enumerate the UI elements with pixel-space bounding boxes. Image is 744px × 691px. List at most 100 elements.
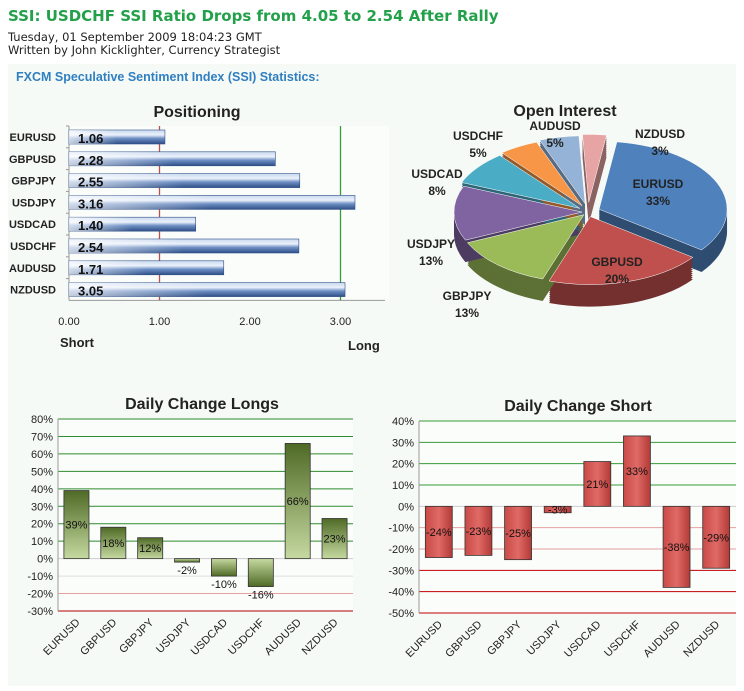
- article-author: Written by John Kicklighter, Currency St…: [8, 43, 281, 57]
- pie-slice: [501, 141, 583, 206]
- chart-title: Open Interest: [513, 103, 617, 120]
- pie-value-label: 13%: [455, 306, 479, 320]
- pie-value-label: 8%: [428, 184, 446, 198]
- data-label: 21%: [586, 479, 608, 491]
- y-tick-label: -20%: [27, 589, 53, 601]
- pie-slice: [461, 155, 581, 209]
- x-tick-label: 2.00: [239, 316, 260, 328]
- daily-change-short-chart: Daily Change Short 40% 30% 20% 10% 0% -10% -20%…: [388, 398, 736, 660]
- pie-label: NZDUSD: [635, 127, 685, 141]
- y-tick-label: 60%: [31, 449, 53, 461]
- pie-value-label: 33%: [646, 194, 670, 208]
- bar-highlight: [69, 195, 355, 210]
- pie-label: EURUSD: [633, 177, 684, 191]
- x-tick-label: GBPUSD: [78, 617, 119, 658]
- x-tick-label: USDJPY: [525, 618, 565, 658]
- data-label: -16%: [248, 590, 274, 602]
- category-label: EURUSD: [10, 132, 57, 144]
- data-label: 3.05: [78, 284, 103, 299]
- data-label: -24%: [426, 527, 452, 539]
- data-label: 1.40: [78, 218, 103, 233]
- bar: [247, 558, 274, 587]
- x-tick-label: GBPJPY: [117, 616, 157, 656]
- pie-label: GBPUSD: [591, 255, 643, 269]
- x-tick-label: 3.00: [330, 316, 351, 328]
- data-label: 1.71: [78, 262, 103, 277]
- y-tick-label: 40%: [392, 416, 414, 428]
- x-tick-label: AUDUSD: [262, 617, 303, 658]
- bar-highlight: [69, 173, 300, 188]
- x-tick-label: GBPJPY: [485, 618, 525, 658]
- pie-slice: [582, 134, 607, 203]
- x-tick-label: AUDUSD: [641, 619, 682, 660]
- chart-title: Positioning: [153, 104, 240, 121]
- pie-label: USDJPY: [407, 237, 455, 251]
- pie-value-label: 3%: [651, 144, 669, 158]
- pie-label: USDCAD: [411, 167, 463, 181]
- bar-highlight: [69, 239, 299, 253]
- x-tick-label: NZDUSD: [681, 619, 722, 660]
- x-tick-label: EURUSD: [404, 619, 445, 660]
- y-tick-label: -30%: [388, 565, 414, 577]
- category-label: USDJPY: [12, 197, 57, 209]
- y-tick-label: -50%: [388, 608, 414, 620]
- bar: [464, 505, 493, 556]
- category-label: USDCHF: [10, 241, 56, 253]
- data-label: 2.55: [78, 175, 103, 190]
- x-tick-label: USDJPY: [154, 616, 194, 656]
- bar-highlight: [69, 151, 276, 166]
- section-subtitle: FXCM Speculative Sentiment Index (SSI) S…: [16, 70, 320, 84]
- y-tick-label: 30%: [392, 437, 414, 449]
- data-label: -38%: [664, 542, 690, 554]
- bar-highlight: [69, 282, 346, 297]
- category-label: AUDUSD: [9, 263, 56, 275]
- daily-change-longs-chart: Daily Change Longs 80% 70% 60% 50% 40% 30% 20% 1…: [27, 396, 353, 658]
- x-tick-label: EURUSD: [41, 617, 82, 658]
- y-tick-label: 20%: [392, 459, 414, 471]
- pie-label: GBPJPY: [443, 289, 492, 303]
- bar: [284, 443, 311, 560]
- short-label: Short: [60, 335, 95, 350]
- bar-highlight: [69, 130, 165, 144]
- data-label: -10%: [211, 579, 237, 591]
- y-tick-label: -30%: [27, 606, 53, 618]
- data-label: -29%: [703, 532, 729, 544]
- positioning-chart: Positioning EURUSD 1.06 GBPUSD 2.28 GBPJPY 2.5…: [9, 104, 389, 353]
- bar: [210, 558, 237, 577]
- x-tick-label: USDCHF: [602, 618, 643, 659]
- y-tick-label: -10%: [388, 523, 414, 535]
- category-label: GBPUSD: [9, 154, 56, 166]
- pie-value-label: 5%: [469, 146, 487, 160]
- data-label: 2.54: [78, 240, 104, 255]
- x-tick-label: GBPUSD: [443, 619, 484, 660]
- chart-title: Daily Change Short: [504, 398, 652, 415]
- category-label: GBPJPY: [11, 176, 56, 188]
- pie-slice: [539, 135, 586, 205]
- y-tick-label: 40%: [31, 484, 53, 496]
- bar: [543, 505, 572, 514]
- data-label: 1.06: [78, 131, 103, 146]
- x-tick-label: USDCAD: [189, 617, 230, 658]
- data-label: 23%: [324, 534, 346, 546]
- x-tick-label: USDCAD: [562, 619, 603, 660]
- bar-highlight: [69, 260, 224, 275]
- y-tick-label: 80%: [31, 414, 53, 426]
- bar: [504, 505, 532, 561]
- data-label: 2.28: [78, 153, 103, 168]
- long-label: Long: [348, 338, 380, 353]
- bar: [321, 518, 348, 560]
- y-tick-label: -40%: [388, 587, 414, 599]
- data-label: -2%: [177, 565, 197, 577]
- y-tick-label: 10%: [31, 536, 53, 548]
- pie-slice: [453, 185, 583, 241]
- data-label: 66%: [287, 496, 309, 508]
- pie-slice: [466, 214, 585, 280]
- bar: [662, 505, 691, 588]
- pie-slice: [548, 216, 694, 285]
- category-label: USDCAD: [9, 219, 56, 231]
- bar: [424, 505, 453, 558]
- y-tick-label: -20%: [388, 544, 414, 556]
- pie-label: AUDUSD: [529, 119, 581, 133]
